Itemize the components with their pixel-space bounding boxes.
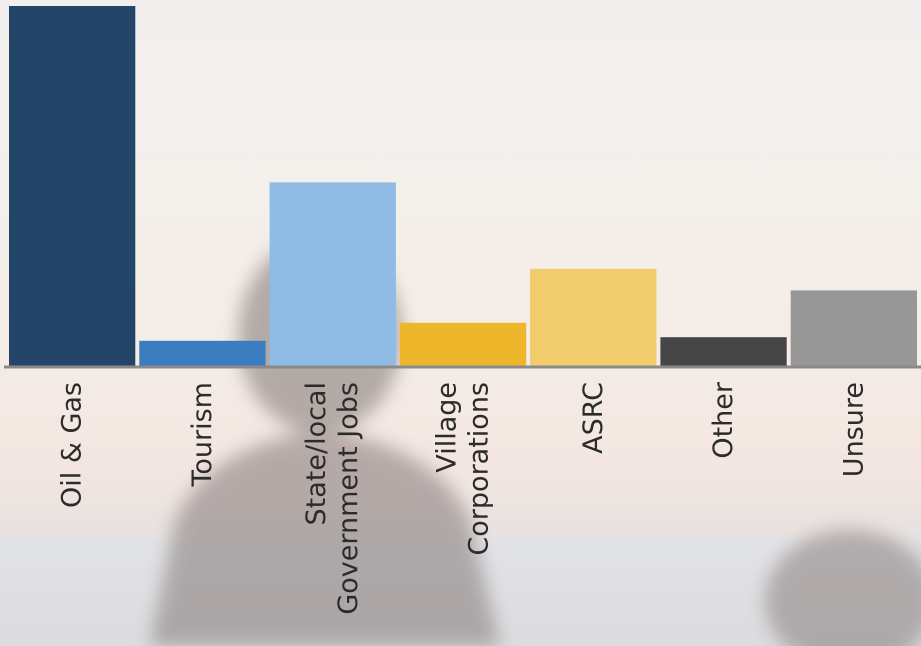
x-tick-label-2-1: Government Jobs bbox=[333, 382, 364, 615]
x-tick-label-3-1: Corporations bbox=[464, 382, 495, 556]
bar-5 bbox=[660, 337, 787, 366]
x-tick-label-4-0: ASRC bbox=[578, 382, 609, 454]
x-tick-label-3-0: Village bbox=[432, 382, 463, 473]
x-tick-labels-group: Oil & Gas Tourism State/local Government Jo… bbox=[57, 381, 870, 615]
x-tick-label-0-0: Oil & Gas bbox=[57, 382, 88, 508]
x-tick-label-5-0: Other bbox=[708, 381, 739, 459]
bar-6 bbox=[790, 290, 917, 366]
bar-1 bbox=[139, 340, 266, 366]
bar-0 bbox=[9, 6, 136, 366]
x-tick-label-1-0: Tourism bbox=[187, 382, 218, 488]
bar-4 bbox=[530, 268, 657, 366]
bar-2 bbox=[269, 182, 396, 366]
x-tick-label-2-0: State/local bbox=[301, 382, 332, 525]
x-tick-label-6-0: Unsure bbox=[838, 382, 869, 477]
bar-3 bbox=[399, 322, 527, 366]
bars-group bbox=[9, 6, 917, 366]
